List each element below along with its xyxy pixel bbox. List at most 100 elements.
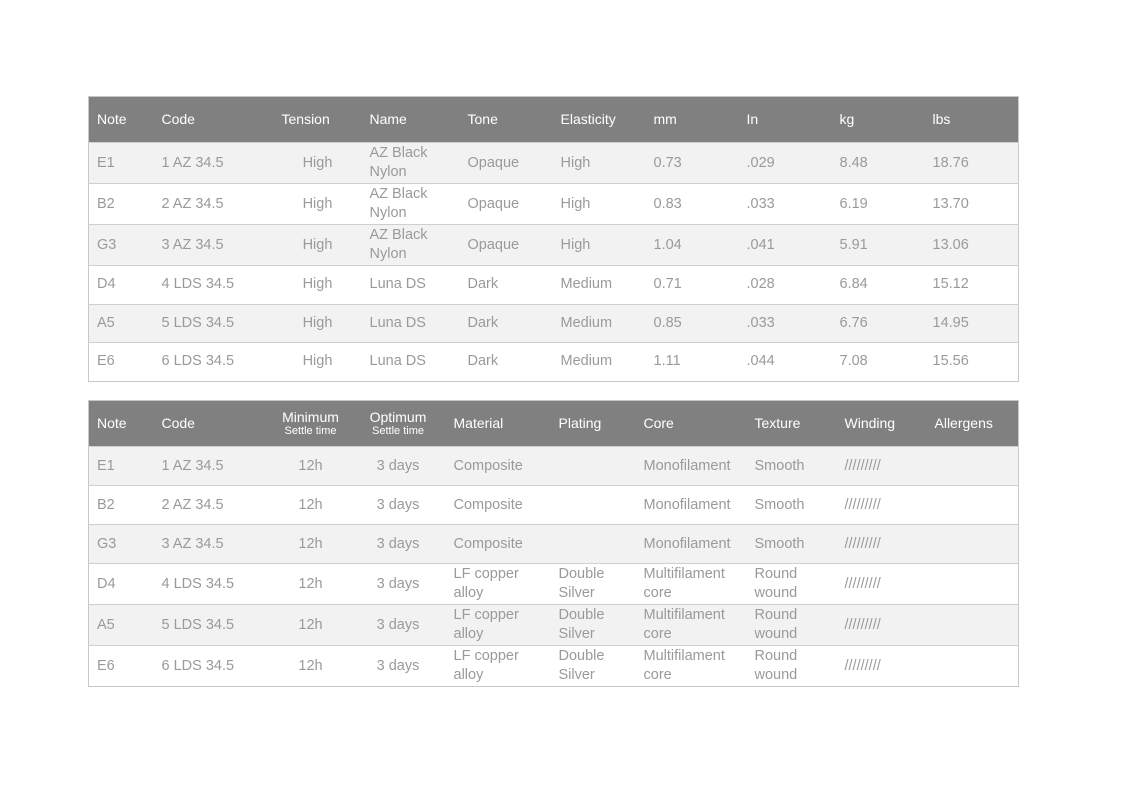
cell-minimum: 12h (270, 604, 351, 646)
cell-mm: 0.71 (645, 265, 739, 304)
header-label: Core (643, 415, 674, 431)
cell-code: 1 AZ 34.5 (153, 142, 274, 184)
string-materials-table: Note Code Minimum Settle time Optimum Settle … (88, 400, 1019, 687)
cell-winding: ///////// (836, 524, 927, 564)
cell-tone: Opaque (459, 183, 553, 225)
cell-kg: 6.84 (831, 265, 925, 304)
cell-in: .033 (738, 303, 832, 343)
header-sublabel: Settle time (372, 425, 424, 437)
cell-tension: High (273, 183, 362, 225)
table-row: E6 6 LDS 34.5 High Luna DS Dark Medium 1.11.04… (88, 342, 1019, 381)
cell-in: .041 (738, 224, 832, 266)
cell-plating: Double Silver (550, 604, 636, 646)
header-row: Note Code Tension Name Tone Elasticity mm In kg l… (88, 96, 1019, 143)
cell-note: A5 (88, 604, 154, 646)
cell-name: Luna DS (361, 265, 460, 304)
cell-plating (550, 446, 636, 486)
cell-material: Composite (445, 524, 551, 564)
table-row: G3 3 AZ 34.5 12h 3 days Composite Monofilamen… (88, 524, 1019, 564)
column-header-lbs: lbs (924, 96, 1019, 143)
column-header-allergens: Allergens (926, 400, 1019, 447)
cell-name: AZ Black Nylon (361, 183, 460, 225)
column-header-core: Core (635, 400, 747, 447)
cell-texture: Round wound (746, 604, 837, 646)
cell-tension: High (273, 342, 362, 381)
cell-minimum: 12h (270, 563, 351, 605)
cell-core: Monofilament (635, 446, 747, 486)
cell-tone: Opaque (459, 142, 553, 184)
header-label: Winding (844, 415, 896, 431)
column-header-code: Code (153, 400, 271, 447)
cell-name: AZ Black Nylon (361, 224, 460, 266)
cell-in: .028 (738, 265, 832, 304)
cell-plating: Double Silver (550, 563, 636, 605)
cell-elasticity: High (552, 224, 646, 266)
cell-minimum: 12h (270, 645, 351, 687)
cell-allergens (926, 524, 1019, 564)
table-row: A5 5 LDS 34.5 High Luna DS Dark Medium 0.85.03… (88, 303, 1019, 343)
cell-tone: Dark (459, 342, 553, 381)
cell-texture: Smooth (746, 524, 837, 564)
cell-core: Monofilament (635, 485, 747, 525)
column-header-note: Note (88, 400, 154, 447)
cell-note: D4 (88, 265, 154, 304)
cell-name: Luna DS (361, 342, 460, 381)
cell-tension: High (273, 224, 362, 266)
table-row: E1 1 AZ 34.5 12h 3 days Composite Monofilamen… (88, 446, 1019, 486)
cell-mm: 0.85 (645, 303, 739, 343)
header-label: Plating (558, 415, 602, 431)
cell-core: Multifilament core (635, 563, 747, 605)
cell-tension: High (273, 265, 362, 304)
cell-plating: Double Silver (550, 645, 636, 687)
cell-note: G3 (88, 524, 154, 564)
cell-texture: Round wound (746, 645, 837, 687)
cell-in: .029 (738, 142, 832, 184)
cell-in: .033 (738, 183, 832, 225)
cell-kg: 5.91 (831, 224, 925, 266)
cell-lbs: 13.70 (924, 183, 1019, 225)
cell-material: Composite (445, 485, 551, 525)
cell-texture: Smooth (746, 446, 837, 486)
cell-winding: ///////// (836, 485, 927, 525)
cell-elasticity: Medium (552, 303, 646, 343)
column-header-texture: Texture (746, 400, 837, 447)
cell-mm: 0.73 (645, 142, 739, 184)
cell-elasticity: High (552, 183, 646, 225)
string-specs-table: Note Code Tension Name Tone Elasticity mm In kg l… (88, 96, 1019, 382)
cell-winding: ///////// (836, 604, 927, 646)
cell-lbs: 14.95 (924, 303, 1019, 343)
cell-allergens (926, 645, 1019, 687)
cell-code: 5 LDS 34.5 (153, 303, 274, 343)
header-sublabel: Settle time (284, 425, 337, 437)
cell-material: LF copper alloy (445, 563, 551, 605)
header-label: Texture (754, 415, 801, 431)
cell-kg: 6.76 (831, 303, 925, 343)
cell-code: 4 LDS 34.5 (153, 563, 271, 605)
cell-note: E1 (88, 142, 154, 184)
column-header-mm: mm (645, 96, 739, 143)
cell-material: LF copper alloy (445, 645, 551, 687)
table-row: D4 4 LDS 34.5 12h 3 days LF copper alloy Doub… (88, 563, 1019, 605)
column-header-elasticity: Elasticity (552, 96, 646, 143)
cell-core: Multifilament core (635, 645, 747, 687)
cell-note: E6 (88, 342, 154, 381)
column-header-name: Name (361, 96, 460, 143)
cell-code: 3 AZ 34.5 (153, 524, 271, 564)
cell-optimum: 3 days (350, 645, 446, 687)
column-header-minimum: Minimum Settle time (270, 400, 351, 447)
table-row: B2 2 AZ 34.5 12h 3 days Composite Monofilamen… (88, 485, 1019, 525)
cell-optimum: 3 days (350, 485, 446, 525)
cell-mm: 0.83 (645, 183, 739, 225)
cell-name: Luna DS (361, 303, 460, 343)
table-row: B2 2 AZ 34.5 High AZ Black Nylon Opaque High 0… (88, 183, 1019, 225)
cell-elasticity: Medium (552, 342, 646, 381)
cell-code: 4 LDS 34.5 (153, 265, 274, 304)
cell-kg: 7.08 (831, 342, 925, 381)
cell-code: 6 LDS 34.5 (153, 645, 271, 687)
header-label: Optimum (369, 409, 427, 425)
cell-core: Multifilament core (635, 604, 747, 646)
cell-kg: 6.19 (831, 183, 925, 225)
cell-lbs: 18.76 (924, 142, 1019, 184)
cell-name: AZ Black Nylon (361, 142, 460, 184)
cell-allergens (926, 563, 1019, 605)
